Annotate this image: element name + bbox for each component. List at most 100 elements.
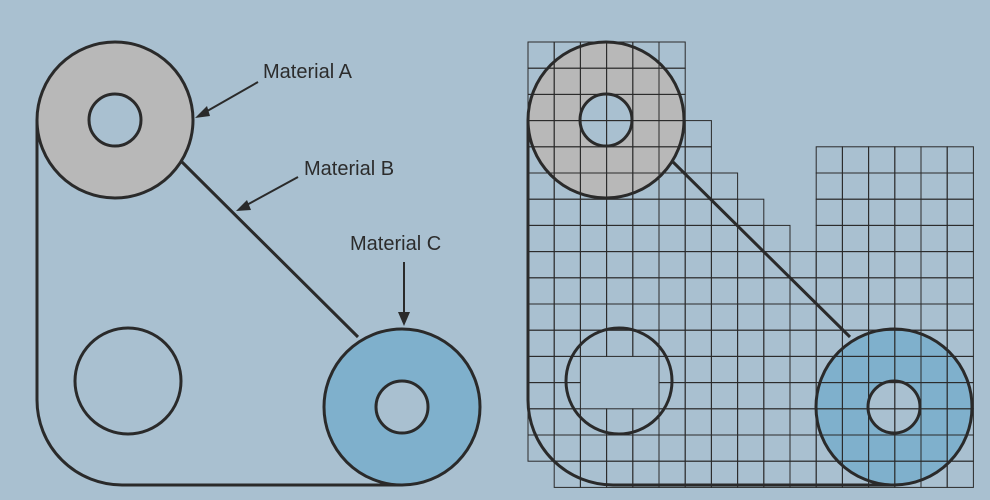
mesh-material-a-hole bbox=[578, 92, 634, 148]
voxel-cell bbox=[894, 251, 922, 279]
voxel-cell bbox=[894, 224, 922, 253]
voxel-cell bbox=[684, 251, 712, 279]
voxel-cell bbox=[553, 277, 581, 305]
voxel-cell bbox=[815, 224, 843, 253]
voxel-cell bbox=[815, 251, 843, 279]
material-b-leader bbox=[242, 176, 299, 208]
voxel-cell bbox=[946, 277, 974, 305]
voxel-cell bbox=[946, 460, 974, 488]
voxel-cell bbox=[815, 198, 843, 226]
voxel-cell bbox=[920, 224, 948, 253]
voxel-cell bbox=[868, 277, 896, 305]
voxel-cell bbox=[841, 198, 870, 226]
continuous-model: Material A Material B Material C bbox=[35, 40, 482, 487]
voxel-cell bbox=[658, 172, 686, 200]
voxel-cell bbox=[841, 277, 870, 305]
voxel-cell bbox=[737, 355, 765, 384]
voxel-cell bbox=[579, 251, 608, 279]
voxel-grid bbox=[527, 41, 974, 488]
voxel-cell bbox=[789, 408, 817, 436]
voxel-cell bbox=[606, 224, 634, 253]
empty-hole bbox=[73, 326, 183, 436]
voxel-cell bbox=[789, 434, 817, 462]
voxel-cell bbox=[815, 146, 843, 174]
voxel-cell bbox=[527, 172, 555, 200]
voxel-cell bbox=[606, 277, 634, 305]
voxel-cell bbox=[684, 460, 712, 488]
material-a-leader bbox=[201, 81, 259, 115]
voxel-cell bbox=[632, 434, 660, 462]
voxel-cell bbox=[737, 251, 765, 279]
voxel-cell bbox=[815, 277, 843, 305]
voxel-cell bbox=[789, 382, 817, 410]
voxel-cell bbox=[894, 303, 922, 331]
voxel-cell bbox=[763, 277, 791, 305]
voxel-cell bbox=[553, 434, 581, 462]
voxel-cell bbox=[606, 434, 634, 462]
voxel-cell bbox=[579, 198, 608, 226]
voxel-cell bbox=[658, 460, 686, 488]
voxel-cell bbox=[737, 434, 765, 462]
voxel-cell bbox=[553, 303, 581, 331]
voxel-cell bbox=[894, 277, 922, 305]
voxel-cell bbox=[920, 303, 948, 331]
material-a-hole bbox=[87, 92, 143, 148]
voxel-cell bbox=[632, 251, 660, 279]
voxel-cell bbox=[894, 198, 922, 226]
voxel-cell bbox=[684, 224, 712, 253]
voxel-cell bbox=[763, 303, 791, 331]
voxel-cell bbox=[658, 198, 686, 226]
material-b-arrowhead bbox=[236, 200, 251, 211]
voxel-cell bbox=[710, 251, 739, 279]
voxel-cell bbox=[737, 329, 765, 357]
voxel-cell bbox=[553, 198, 581, 226]
voxel-cell bbox=[920, 251, 948, 279]
voxel-cell bbox=[920, 277, 948, 305]
voxel-cell bbox=[894, 146, 922, 174]
voxel-cell bbox=[632, 277, 660, 305]
voxel-cell bbox=[527, 251, 555, 279]
voxel-cell bbox=[684, 277, 712, 305]
voxel-cell bbox=[737, 460, 765, 488]
voxel-cell bbox=[606, 198, 634, 226]
voxel-cell bbox=[684, 120, 712, 148]
voxel-cell bbox=[868, 198, 896, 226]
voxel-cell bbox=[527, 355, 555, 384]
mesh-material-b-outline bbox=[526, 120, 894, 487]
voxel-cell bbox=[553, 329, 581, 357]
voxel-cell bbox=[737, 277, 765, 305]
mesh-material-c-hole bbox=[866, 379, 922, 435]
voxel-cell bbox=[789, 460, 817, 488]
voxel-cell bbox=[841, 224, 870, 253]
voxel-cell bbox=[684, 198, 712, 226]
voxel-cell bbox=[553, 251, 581, 279]
material-c-hole bbox=[374, 379, 430, 435]
voxel-cell bbox=[579, 434, 608, 462]
voxel-cell bbox=[579, 277, 608, 305]
voxel-cell bbox=[710, 408, 739, 436]
voxel-cell bbox=[632, 224, 660, 253]
voxel-cell bbox=[658, 277, 686, 305]
mesh-material-a-hole-fill bbox=[580, 94, 632, 146]
voxel-cell bbox=[710, 382, 739, 410]
voxel-cell bbox=[841, 146, 870, 174]
voxel-cell bbox=[658, 303, 686, 331]
voxel-cell bbox=[763, 382, 791, 410]
material-c-arrowhead bbox=[398, 312, 410, 326]
voxel-cell bbox=[815, 172, 843, 200]
mesh-empty-hole bbox=[564, 326, 674, 436]
voxel-cell bbox=[946, 198, 974, 226]
material-a-arrowhead bbox=[195, 106, 210, 118]
voxel-cell bbox=[763, 329, 791, 357]
voxel-cell bbox=[658, 251, 686, 279]
voxel-cell bbox=[527, 382, 555, 410]
voxel-cell bbox=[710, 460, 739, 488]
voxel-cell bbox=[868, 146, 896, 174]
mesh-material-c-hole-fill bbox=[868, 381, 920, 433]
voxel-cell bbox=[527, 329, 555, 357]
voxel-cell bbox=[920, 198, 948, 226]
voxel-cell bbox=[710, 434, 739, 462]
voxel-cell bbox=[946, 251, 974, 279]
voxel-cell bbox=[946, 146, 974, 174]
voxel-cell bbox=[606, 329, 634, 357]
